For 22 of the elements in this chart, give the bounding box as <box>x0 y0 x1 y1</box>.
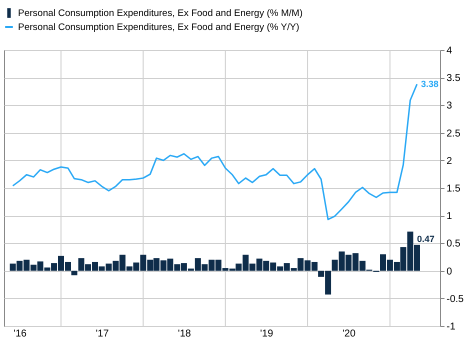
bar <box>71 270 78 276</box>
x-tick-label: '17 <box>96 328 110 340</box>
x-tick-label: '20 <box>342 328 356 340</box>
y-tick-label: 1.5 <box>446 184 461 194</box>
y-tick-label: 3.5 <box>446 73 461 84</box>
y-tick-label: 0 <box>446 266 452 278</box>
y-tick-label: 3 <box>446 100 452 112</box>
data-label: 0.47 <box>416 234 435 244</box>
y-tick-label: 0.5 <box>446 238 461 250</box>
y-tick-label: -1 <box>446 322 456 332</box>
y-tick-label: -0.5 <box>446 294 464 305</box>
x-tick-label: '16 <box>14 328 28 340</box>
y-tick-label: 2 <box>446 156 452 167</box>
legend-label: Personal Consumption Expenditures, Ex Food and Energy (% Y/Y) <box>18 22 300 33</box>
y-tick-label: 1 <box>446 211 452 222</box>
legend-label: Personal Consumption Expenditures, Ex Food and Energy (% M/M) <box>18 8 303 19</box>
data-label: 3.38 <box>420 79 439 90</box>
line-series <box>12 83 418 220</box>
y-tick-label: 4 <box>446 46 452 56</box>
x-tick-label: '19 <box>260 328 274 340</box>
y-tick-label: 2.5 <box>446 128 461 140</box>
x-tick-label: '18 <box>178 328 192 340</box>
